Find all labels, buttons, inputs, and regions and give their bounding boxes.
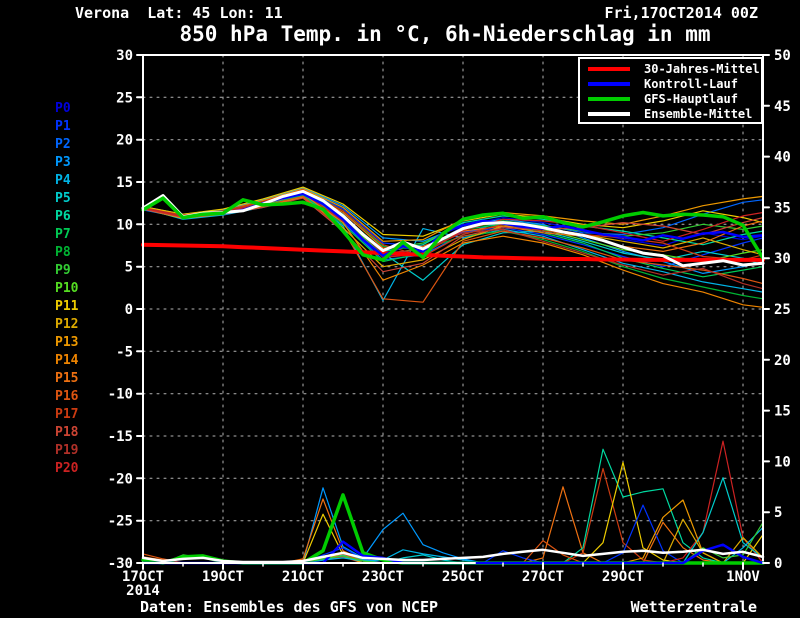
member-temp-line-P19 xyxy=(142,191,764,290)
legend-line-swatch xyxy=(588,96,630,101)
main-temp-line xyxy=(141,189,765,268)
member-label-P13: P13 xyxy=(55,335,79,350)
chart-title: 850 hPa Temp. in °C, 6h-Niederschlag in … xyxy=(179,22,711,46)
x-axis-tick-label: 27OCT xyxy=(522,569,564,585)
member-label-P6: P6 xyxy=(55,209,71,224)
right-axis-tick-label: 25 xyxy=(774,302,791,318)
legend-item: Ensemble-Mittel xyxy=(580,106,761,121)
x-axis-tick-label: 25OCT xyxy=(442,569,484,585)
member-precip-line-P20 xyxy=(142,440,764,564)
x-axis-tick-label: 19OCT xyxy=(202,569,244,585)
x-axis-tick-label: 1NOV xyxy=(726,569,760,585)
x-axis-tick-label: 29OCT xyxy=(602,569,644,585)
member-label-P11: P11 xyxy=(55,299,79,314)
legend-line-swatch xyxy=(588,66,630,71)
x-axis-tick-label: 21OCT xyxy=(282,569,324,585)
data-source-label: Daten: Ensembles des GFS von NCEP xyxy=(140,598,439,616)
right-axis-tick-label: 50 xyxy=(774,48,791,64)
legend-item-label: 30-Jahres-Mittel xyxy=(644,61,760,76)
right-axis-tick-label: 10 xyxy=(774,454,791,470)
left-axis-tick-label: 30 xyxy=(116,48,133,64)
member-label-P10: P10 xyxy=(55,281,79,296)
main-temp-line xyxy=(141,196,765,262)
chart-legend: 30-Jahres-Mittel Kontroll-Lauf GFS-Hauptla… xyxy=(578,57,763,124)
legend-item: Kontroll-Lauf xyxy=(580,76,761,91)
left-axis-tick-label: 20 xyxy=(116,133,133,149)
station-location-label: Verona Lat: 45 Lon: 11 xyxy=(75,4,283,22)
member-label-P14: P14 xyxy=(55,353,79,368)
member-label-P5: P5 xyxy=(55,191,71,206)
brand-label: Wetterzentrale xyxy=(630,598,757,616)
left-axis-tick-label: 15 xyxy=(116,175,133,191)
legend-line-swatch xyxy=(588,81,630,86)
legend-line-swatch xyxy=(588,111,630,116)
member-label-P1: P1 xyxy=(55,119,71,134)
member-label-P2: P2 xyxy=(55,137,71,152)
member-label-P19: P19 xyxy=(55,443,79,458)
member-temp-line-P17 xyxy=(142,189,764,261)
left-axis-tick-label: -25 xyxy=(108,514,133,530)
member-label-P15: P15 xyxy=(55,371,79,386)
right-axis-tick-label: 45 xyxy=(774,99,791,115)
right-axis-tick-label: 15 xyxy=(774,404,791,420)
member-label-P16: P16 xyxy=(55,389,79,404)
left-axis-tick-label: -15 xyxy=(108,429,133,445)
left-axis-tick-label: 0 xyxy=(125,302,133,318)
x-axis-tick-label: 17OCT xyxy=(122,569,164,585)
member-label-P18: P18 xyxy=(55,425,79,440)
right-axis-tick-label: 5 xyxy=(774,505,782,521)
member-label-P9: P9 xyxy=(55,263,71,278)
member-temp-line-P9 xyxy=(142,190,764,251)
member-label-P4: P4 xyxy=(55,173,71,188)
member-precip-line-P6 xyxy=(142,448,764,564)
right-axis-tick-label: 20 xyxy=(774,353,791,369)
left-axis-tick-label: 25 xyxy=(116,90,133,106)
left-axis-tick-label: -20 xyxy=(108,471,133,487)
right-axis-tick-label: 40 xyxy=(774,150,791,166)
left-axis-tick-label: -5 xyxy=(116,344,133,360)
run-datetime-label: Fri,17OCT2014 00Z xyxy=(604,4,758,22)
member-precip-line-P9 xyxy=(142,521,764,564)
member-label-P0: P0 xyxy=(55,101,71,116)
legend-item-label: Ensemble-Mittel xyxy=(644,106,753,121)
x-axis-tick-label: 23OCT xyxy=(362,569,404,585)
member-precip-line-P1 xyxy=(142,504,764,564)
legend-item-label: GFS-Hauptlauf xyxy=(644,91,738,106)
member-label-P20: P20 xyxy=(55,461,79,476)
right-axis-tick-label: 0 xyxy=(774,556,782,572)
legend-item: GFS-Hauptlauf xyxy=(580,91,761,106)
left-axis-tick-label: 5 xyxy=(125,260,133,276)
member-label-P3: P3 xyxy=(55,155,71,170)
right-axis-tick-label: 30 xyxy=(774,251,791,267)
left-axis-tick-label: -30 xyxy=(108,556,133,572)
left-axis-tick-label: 10 xyxy=(116,217,133,233)
member-label-P17: P17 xyxy=(55,407,79,422)
right-axis-tick-label: 35 xyxy=(774,200,791,216)
left-axis-tick-label: -10 xyxy=(108,387,133,403)
member-label-P12: P12 xyxy=(55,317,79,332)
member-label-P8: P8 xyxy=(55,245,71,260)
member-label-P7: P7 xyxy=(55,227,71,242)
legend-item: 30-Jahres-Mittel xyxy=(580,61,761,76)
legend-item-label: Kontroll-Lauf xyxy=(644,76,738,91)
main-temp-line xyxy=(141,242,765,262)
x-axis-year-label: 2014 xyxy=(126,583,160,599)
